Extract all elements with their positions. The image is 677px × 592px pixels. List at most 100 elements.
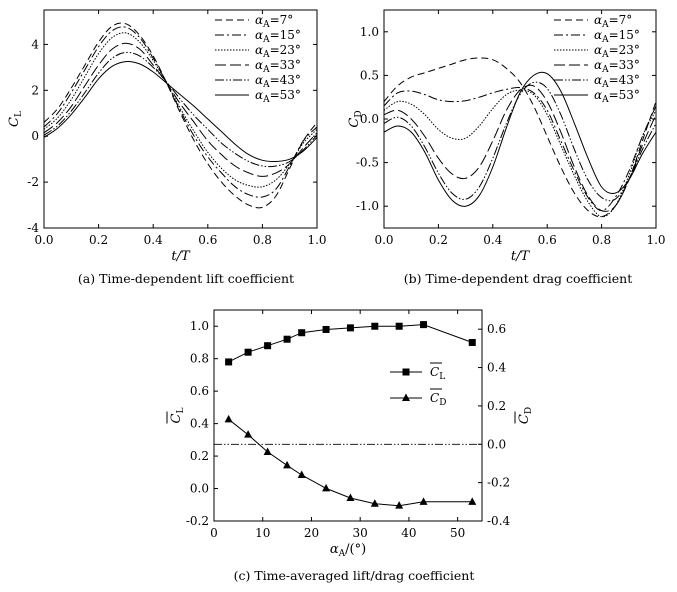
panel-c-marker-square — [395, 322, 403, 330]
panel-c-x-tick-label: 40 — [401, 526, 416, 540]
panel-b-legend-label-0: αA=7° — [594, 13, 632, 30]
panel-b-x-tick-label: 1.0 — [646, 233, 665, 247]
panel-c-marker-square — [346, 324, 354, 332]
panel-c-legend-marker-1 — [402, 393, 410, 401]
panel-a-series-line-0 — [44, 22, 317, 209]
panel-c-marker-square — [371, 322, 379, 330]
panel-c-marker-triangle — [370, 499, 379, 507]
panel-c-y-left-tick-label: 0.2 — [190, 449, 209, 463]
panel-a-legend-label-1: αA=15° — [255, 28, 301, 45]
caption-b: (b) Time-dependent drag coefficient — [404, 271, 633, 286]
panel-a-x-tick-label: 0.4 — [144, 233, 163, 247]
panel-a-series-line-3 — [44, 42, 317, 177]
panel-b-y-axis-label: CD — [347, 110, 364, 127]
panel-c-x-tick-label: 20 — [304, 526, 319, 540]
panel-c-marker-triangle — [224, 414, 233, 423]
panel-c-marker-square — [264, 342, 272, 350]
panel-b-y-tick-label: 0.5 — [360, 68, 379, 82]
panel-a-y-tick-label: -4 — [27, 221, 39, 235]
panel-b-x-tick-label: 0.4 — [483, 233, 502, 247]
panel-c-marker-triangle — [283, 460, 292, 469]
panel-c-marker-triangle — [395, 501, 404, 509]
panel-a-series-line-2 — [44, 32, 317, 188]
panel-c-y-left-tick-label: 0.6 — [190, 384, 209, 398]
caption-a: (a) Time-dependent lift coefficient — [78, 271, 294, 286]
panel-b-drag-chart: 0.0 0.2 0.4 0.6 0.8 1.0 -1.0 -0.5 0.0 0.5 1.0 t/T CD… — [347, 9, 666, 264]
panel-c-x-axis-label: αA/(°) — [330, 542, 366, 559]
panel-c-marker-triangle — [419, 497, 428, 505]
panel-c-y-right-tick-label: 0.0 — [487, 437, 506, 451]
panel-c-marker-square — [322, 325, 330, 333]
panel-b-x-tick-label: 0.6 — [538, 233, 557, 247]
panel-c-x-tick-label: 30 — [353, 526, 368, 540]
panel-a-x-tick-label: 0.2 — [89, 233, 108, 247]
panel-a-y-tick-label: 4 — [31, 37, 39, 51]
panel-c-legend-label-1: CD — [430, 391, 446, 408]
panel-a-y-tick-label: -2 — [27, 175, 39, 189]
panel-c-x-tick-label: 10 — [255, 526, 270, 540]
panel-a-y-tick-label: 2 — [31, 83, 39, 97]
panel-c-marker-square — [244, 348, 252, 356]
panel-b-series-line-5 — [384, 71, 656, 207]
panel-c-marker-triangle — [468, 497, 477, 505]
panel-c-marker-triangle — [244, 430, 253, 438]
panel-c-y-right-tick-label: 0.2 — [487, 399, 506, 413]
panel-b-legend-label-4: αA=43° — [594, 73, 640, 90]
panel-a-x-axis-label: t/T — [171, 249, 191, 264]
panel-a-x-tick-label: 0.8 — [253, 233, 272, 247]
panel-b-series-line-0 — [384, 57, 656, 218]
panel-b-legend-label-5: αA=53° — [594, 88, 640, 105]
panel-c-marker-square — [298, 329, 306, 337]
panel-a-legend-label-2: αA=23° — [255, 43, 301, 60]
panel-c-plot-frame — [213, 309, 483, 522]
panel-b-x-tick-label: 0.2 — [429, 233, 448, 247]
panel-a-legend-label-5: αA=53° — [255, 88, 301, 105]
panel-c-marker-triangle — [263, 447, 272, 455]
panel-b-legend-label-1: αA=15° — [594, 28, 640, 45]
panel-b-y-tick-label: -0.5 — [356, 156, 379, 170]
panel-a-series-line-4 — [44, 51, 317, 168]
panel-b-series-line-4 — [384, 81, 656, 202]
panel-c-legend-marker-0 — [402, 368, 410, 376]
panel-a-x-tick-label: 1.0 — [307, 233, 326, 247]
panel-c-marker-triangle — [322, 483, 331, 492]
panel-c-y-left-tick-label: 0.0 — [190, 482, 209, 496]
panel-c-y-right-tick-label: 0.6 — [487, 322, 506, 336]
panel-b-series-line-2 — [384, 89, 656, 218]
panel-b-y-tick-label: 1.0 — [360, 25, 379, 39]
panel-a-legend-label-0: αA=7° — [255, 13, 293, 30]
panel-c-y-right-axis-label: CD — [517, 407, 534, 424]
panel-c-y-left-axis-label: CL — [169, 408, 186, 424]
panel-c-x-tick-label: 50 — [450, 526, 465, 540]
panel-b-y-tick-label: 0.0 — [360, 112, 379, 126]
panel-a-x-tick-label: 0.0 — [34, 233, 53, 247]
panel-a-plot-frame — [43, 9, 318, 229]
panel-c-y-left-tick-label: -0.2 — [186, 514, 209, 528]
panel-a-series-line-5 — [44, 61, 317, 163]
panel-c-marker-square — [420, 321, 428, 329]
panel-c-averaged-chart: 0 10 20 30 40 50 -0.2 0.0 0.2 0.4 0.6 0.8 1.0 -0.4 -0.… — [166, 309, 534, 559]
panel-b-x-tick-label: 0.8 — [592, 233, 611, 247]
panel-b-y-tick-label: -1.0 — [356, 199, 379, 213]
panel-a-series-line-1 — [44, 26, 317, 198]
panel-c-marker-square — [225, 358, 233, 366]
panel-c-marker-triangle — [346, 493, 355, 501]
panel-c-y-right-tick-label: 0.4 — [487, 361, 506, 375]
panel-c-y-right-tick-label: -0.2 — [487, 476, 510, 490]
panel-c-series-line-1 — [228, 418, 473, 507]
panel-a-lift-chart: 0.0 0.2 0.4 0.6 0.8 1.0 -4 -2 0 2 4 t/T CL αA=7°αA=15… — [7, 9, 327, 264]
panel-b-x-axis-label: t/T — [511, 249, 531, 264]
panel-a-legend-label-4: αA=43° — [255, 73, 301, 90]
panel-a-y-axis-label: CL — [7, 111, 24, 127]
panel-c-y-left-tick-label: 0.4 — [190, 417, 209, 431]
caption-c: (c) Time-averaged lift/drag coefficient — [234, 568, 475, 583]
panel-b-legend-label-2: αA=23° — [594, 43, 640, 60]
panel-b-legend-label-3: αA=33° — [594, 58, 640, 75]
panel-b-series-line-3 — [384, 84, 656, 212]
panel-b-series-line-1 — [384, 86, 656, 212]
panel-c-marker-square — [468, 338, 476, 346]
panel-c-y-left-tick-label: 1.0 — [190, 319, 209, 333]
panel-a-legend-label-3: αA=33° — [255, 58, 301, 75]
panel-c-legend-label-0: CL — [430, 365, 445, 382]
